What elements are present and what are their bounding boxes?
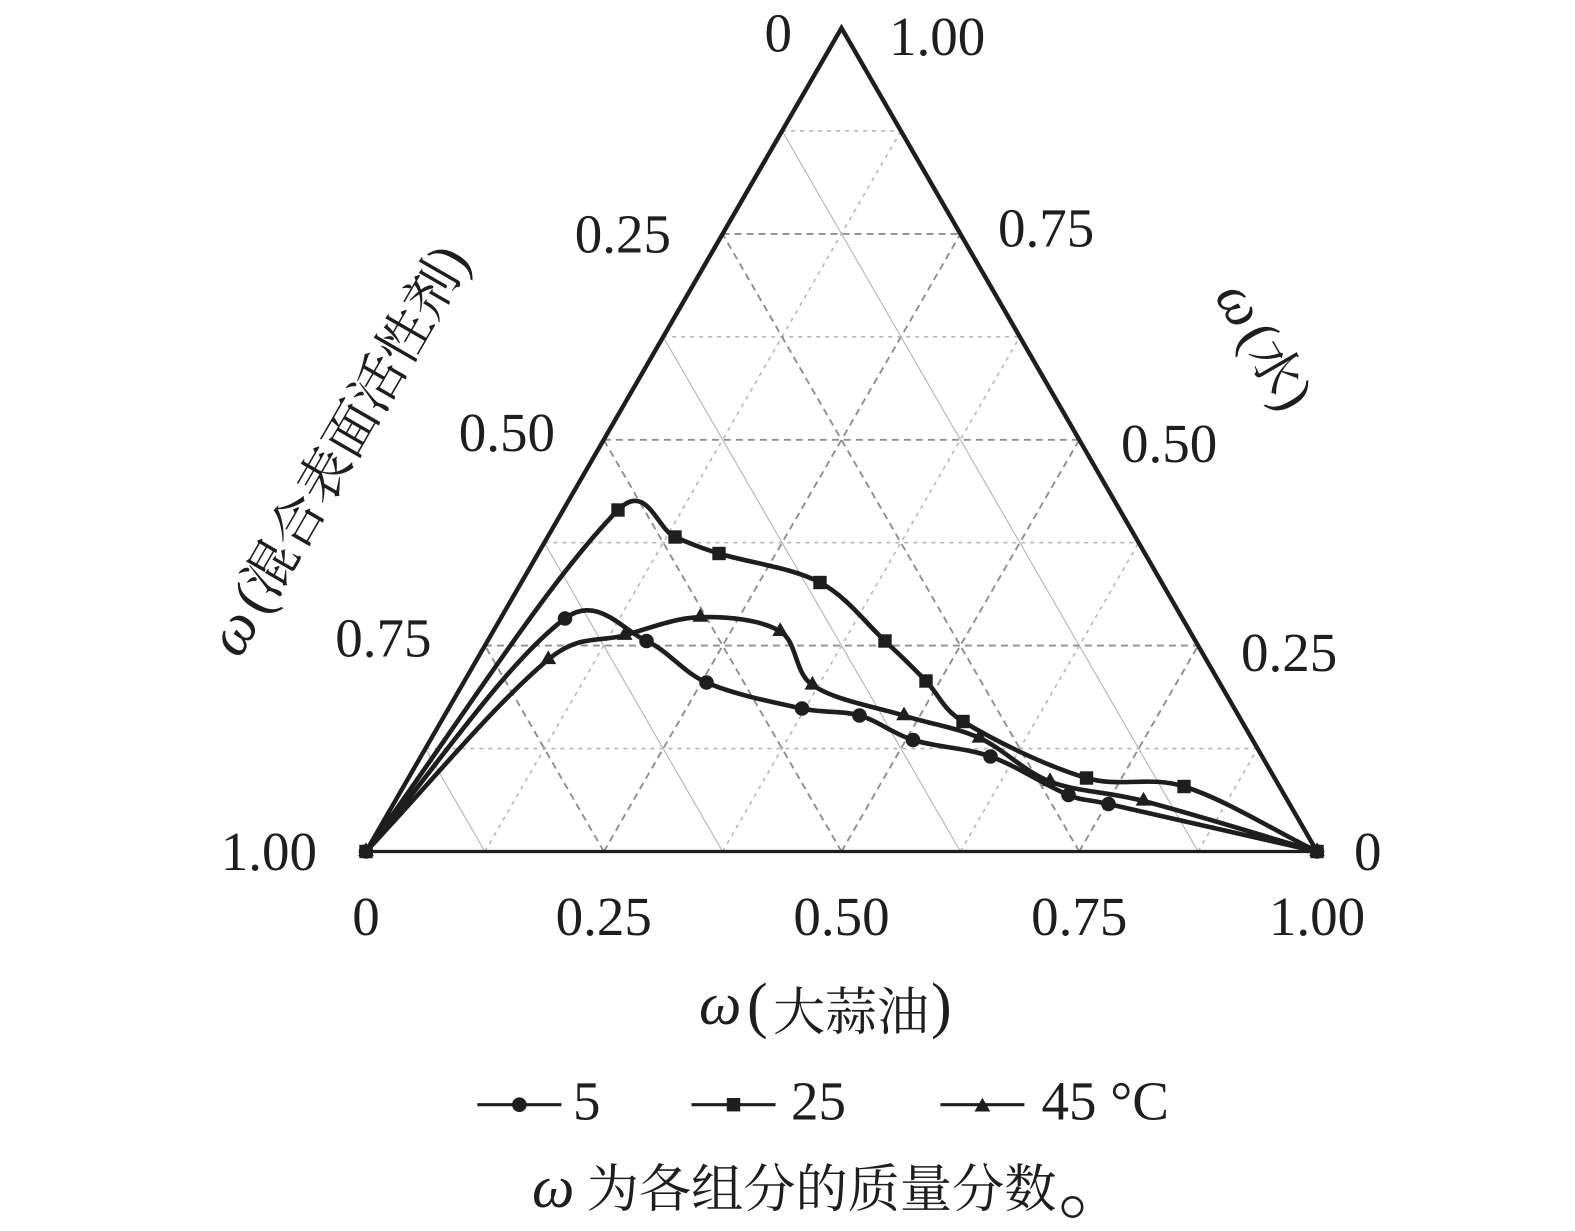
svg-text:25: 25 (791, 1071, 846, 1132)
svg-text:0.75: 0.75 (335, 607, 431, 668)
svg-text:5: 5 (573, 1071, 601, 1132)
svg-text:0.25: 0.25 (556, 886, 652, 947)
svg-text:0.25: 0.25 (575, 204, 671, 265)
svg-text:45 °C: 45 °C (1042, 1071, 1169, 1132)
svg-text:ω: ω (532, 1154, 574, 1220)
svg-text:0.75: 0.75 (998, 197, 1094, 258)
svg-text:0.50: 0.50 (1121, 413, 1217, 474)
svg-text:0.25: 0.25 (1241, 622, 1337, 683)
svg-text:): ) (931, 972, 952, 1040)
svg-text:0: 0 (352, 886, 380, 947)
svg-text:ω: ω (699, 971, 741, 1037)
svg-text:0.50: 0.50 (459, 402, 555, 463)
svg-text:0: 0 (765, 3, 793, 64)
svg-text:0.50: 0.50 (793, 886, 889, 947)
svg-text:0.75: 0.75 (1031, 886, 1127, 947)
svg-text:(: ( (747, 972, 768, 1040)
svg-text:1.00: 1.00 (1269, 886, 1365, 947)
svg-text:1.00: 1.00 (221, 821, 317, 882)
svg-text:0: 0 (1354, 821, 1382, 882)
svg-text:1.00: 1.00 (889, 6, 985, 67)
